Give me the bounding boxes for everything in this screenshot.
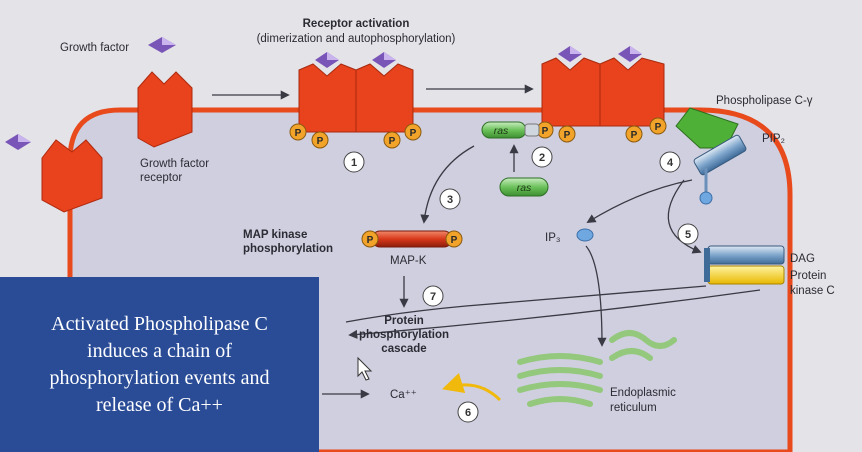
dag-pkc-complex: [704, 245, 785, 285]
step-1: 1: [343, 151, 365, 173]
phosphate-label: P: [389, 136, 396, 147]
step-4: 4: [659, 151, 681, 173]
phosphate-label: P: [295, 128, 302, 139]
receptor-free-2: [41, 139, 103, 213]
pip2-label: PIP₂: [762, 133, 785, 145]
step-7: 7: [422, 285, 444, 307]
receptor-dimer-1: [298, 52, 414, 133]
step-number: 2: [539, 152, 545, 164]
receptor-activation-title: Receptor activation: [303, 18, 410, 30]
step-3: 3: [439, 188, 461, 210]
phosphate-label: P: [564, 130, 571, 141]
step-number: 4: [667, 157, 674, 169]
map-kinase-label-1: MAP kinase: [243, 229, 307, 241]
receptor-dimer-2: [541, 46, 665, 127]
growth-factor-label: Growth factor: [60, 42, 129, 54]
receptor-free-1: [137, 71, 193, 148]
step-6: 6: [457, 401, 479, 423]
phosphate-label: P: [631, 130, 638, 141]
ip3-molecule: [576, 228, 594, 242]
growth-factor-receptor-label-1: Growth factor: [140, 158, 209, 170]
phosphate-group-4: P: [404, 123, 422, 141]
receptor-activation-subtitle: (dimerization and autophosphorylation): [257, 33, 456, 45]
phosphate-label: P: [451, 235, 458, 246]
ras-free: ras: [499, 177, 549, 197]
free-ligand: [5, 134, 31, 150]
map-k: P P: [361, 230, 463, 248]
er-label-2: reticulum: [610, 402, 657, 414]
growth-factor-receptor-label-2: receptor: [140, 172, 182, 184]
phosphate-label: P: [317, 136, 324, 147]
growth-factor-ligand: [148, 37, 176, 53]
pkc-label-2: kinase C: [790, 285, 835, 297]
map-kinase-label-2: phosphorylation: [243, 243, 333, 255]
phosphate-group-6: P: [558, 125, 576, 143]
cascade-label-3: cascade: [381, 343, 426, 355]
pathway-arrows: [212, 84, 761, 399]
phospholipase-c-gamma: [675, 107, 747, 205]
cascade-label-1: Protein: [384, 315, 424, 327]
endoplasmic-reticulum: [517, 330, 677, 407]
map-k-label: MAP-K: [390, 255, 427, 267]
pkc-label-1: Protein: [790, 270, 826, 282]
phosphate-group-7: P: [625, 125, 643, 143]
phosphate-group-3: P: [383, 131, 401, 149]
er-label-1: Endoplasmic: [610, 387, 676, 399]
caption-line-1: Activated Phospholipase C: [51, 312, 268, 335]
phospholipase-label: Phospholipase C-γ: [716, 95, 813, 107]
caption-box: Activated Phospholipase C induces a chai…: [0, 277, 319, 452]
phosphate-label: P: [410, 128, 417, 139]
step-number: 6: [465, 407, 471, 419]
mouse-cursor: [357, 356, 373, 381]
phosphate-group-8: P: [649, 117, 667, 135]
ca-release-arrow: [441, 372, 502, 402]
step-number: 3: [447, 194, 453, 206]
ras-bound-label: ras: [494, 125, 509, 137]
phosphate-group-1: P: [289, 123, 307, 141]
ca-label: Ca⁺⁺: [390, 389, 417, 401]
step-2: 2: [531, 146, 553, 168]
caption-line-3: phosphorylation events and: [49, 366, 270, 389]
phosphate-group-2: P: [311, 131, 329, 149]
phosphate-label: P: [367, 235, 374, 246]
step-5: 5: [677, 223, 699, 245]
ip3-label: IP₃: [545, 232, 561, 244]
step-number: 5: [685, 229, 691, 241]
ras-bound: ras: [481, 121, 540, 139]
phosphate-label: P: [542, 126, 549, 137]
step-number: 1: [351, 157, 357, 169]
phosphate-label: P: [655, 122, 662, 133]
cascade-label-2: phosphorylation: [359, 329, 449, 341]
ras-free-label: ras: [517, 182, 532, 194]
dag-label: DAG: [790, 253, 815, 265]
step-number: 7: [430, 291, 436, 303]
caption-line-4: release of Ca++: [96, 393, 223, 416]
caption-line-2: induces a chain of: [87, 339, 232, 362]
